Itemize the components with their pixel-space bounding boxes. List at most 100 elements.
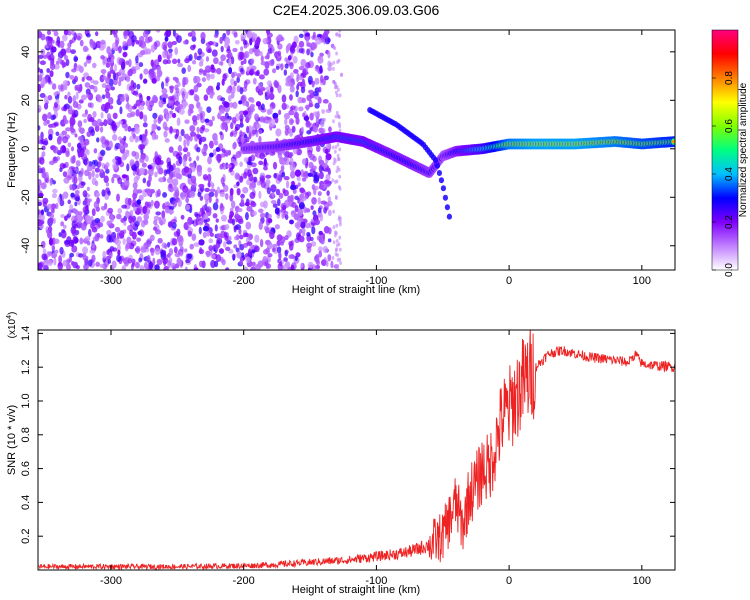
heatmap-cell (287, 266, 292, 270)
heatmap-cell (201, 124, 206, 131)
heatmap-cell (131, 164, 137, 172)
heatmap-cell (93, 85, 98, 93)
heatmap-cell (131, 231, 137, 240)
heatmap-cell (212, 213, 218, 219)
heatmap-cell (139, 265, 145, 270)
heatmap-cell (148, 262, 154, 270)
heatmap-cell (249, 37, 253, 46)
heatmap-cell (220, 45, 224, 53)
heatmap-cell (40, 240, 46, 249)
heatmap-cell (197, 191, 202, 198)
heatmap-cell (89, 249, 96, 254)
heatmap-cell (165, 113, 169, 122)
heatmap-cell (208, 238, 214, 244)
heatmap-cell (207, 156, 212, 165)
heatmap-cell (60, 48, 67, 57)
heatmap-cell (154, 156, 162, 166)
heatmap-cell (244, 232, 249, 238)
snr-xlabel: Height of straight line (km) (292, 584, 420, 596)
heatmap-cell (182, 147, 188, 153)
heatmap-cell (266, 30, 271, 35)
heatmap-cell (154, 264, 160, 270)
heatmap-cell (233, 32, 238, 38)
heatmap-cell (139, 35, 145, 42)
heatmap-cell (94, 167, 101, 173)
heatmap-cell (240, 193, 245, 199)
heatmap-cell (295, 252, 301, 258)
heatmap-cell (266, 187, 271, 195)
heatmap-cell (189, 162, 195, 168)
heatmap-cell (207, 173, 212, 183)
heatmap-cell (73, 176, 78, 184)
heatmap-cell (316, 110, 320, 119)
heatmap-cell (119, 96, 125, 102)
heatmap-cell (75, 91, 79, 100)
heatmap-cell (275, 36, 282, 42)
heatmap-cell (236, 250, 242, 259)
heatmap-cell (233, 244, 238, 249)
heatmap-cell (289, 157, 294, 166)
heatmap-cell (118, 45, 122, 54)
heatmap-cell (317, 246, 323, 252)
heatmap-cell (305, 36, 309, 44)
heatmap-cell (289, 163, 296, 172)
heatmap-cell (107, 71, 112, 79)
heatmap-cell (73, 75, 78, 83)
heatmap-cell (334, 114, 338, 119)
heatmap-cell (86, 165, 93, 172)
heatmap-cell (47, 76, 52, 84)
heatmap-cell (221, 121, 226, 130)
heatmap-cell (258, 129, 263, 135)
heatmap-cell (83, 47, 89, 52)
heatmap-cell (335, 169, 339, 174)
heatmap-cell (301, 78, 305, 87)
heatmap-cell (198, 239, 205, 246)
heatmap-cell (125, 242, 131, 250)
heatmap-cell (38, 54, 44, 59)
heatmap-cell (247, 113, 252, 118)
heatmap-cell (243, 58, 247, 65)
heatmap-cell (187, 173, 192, 179)
snr-axes: -300 -200 -100 0 100 0.2 0.4 0.6 0.8 1.0 1.2 1.4 (20, 326, 675, 587)
heatmap-cell (99, 126, 104, 133)
colorbar-bar (711, 29, 739, 271)
heatmap-cell (198, 183, 205, 188)
heatmap-cell (95, 192, 100, 197)
heatmap-cell (51, 83, 57, 90)
heatmap-cell (63, 30, 69, 36)
heatmap-cell (251, 129, 256, 135)
heatmap-cell (135, 55, 139, 64)
heatmap-cell (202, 225, 210, 232)
heatmap-cell (116, 213, 122, 220)
heatmap-cell (266, 80, 272, 86)
heatmap-cell (174, 84, 179, 91)
heatmap-cell (271, 46, 275, 54)
heatmap-cell (318, 230, 323, 236)
spectrogram-ytick-label: -40 (20, 238, 32, 254)
heatmap-cell (302, 112, 306, 118)
heatmap-cell (169, 110, 173, 115)
heatmap-cell (142, 177, 147, 184)
heatmap-cell (210, 73, 215, 80)
heatmap-cell (318, 250, 323, 258)
heatmap-cell (300, 86, 306, 94)
heatmap-cell (112, 158, 117, 164)
heatmap-cell (74, 133, 78, 138)
snr-ytick-label: 0.8 (20, 427, 32, 442)
heatmap-cell (153, 219, 158, 226)
heatmap-cell (442, 194, 449, 201)
heatmap-cell (157, 116, 162, 124)
heatmap-cell (124, 123, 129, 132)
heatmap-cell (109, 246, 115, 252)
heatmap-cell (192, 115, 198, 123)
heatmap-cell (131, 262, 135, 267)
heatmap-cell (167, 96, 175, 101)
heatmap-cell (106, 46, 111, 55)
heatmap-cell (61, 130, 68, 136)
heatmap-cell (134, 261, 140, 269)
heatmap-cell (153, 215, 160, 221)
heatmap-cell (51, 203, 57, 209)
heatmap-cell (86, 131, 92, 138)
heatmap-cell (91, 208, 96, 217)
heatmap-cell (216, 186, 221, 194)
